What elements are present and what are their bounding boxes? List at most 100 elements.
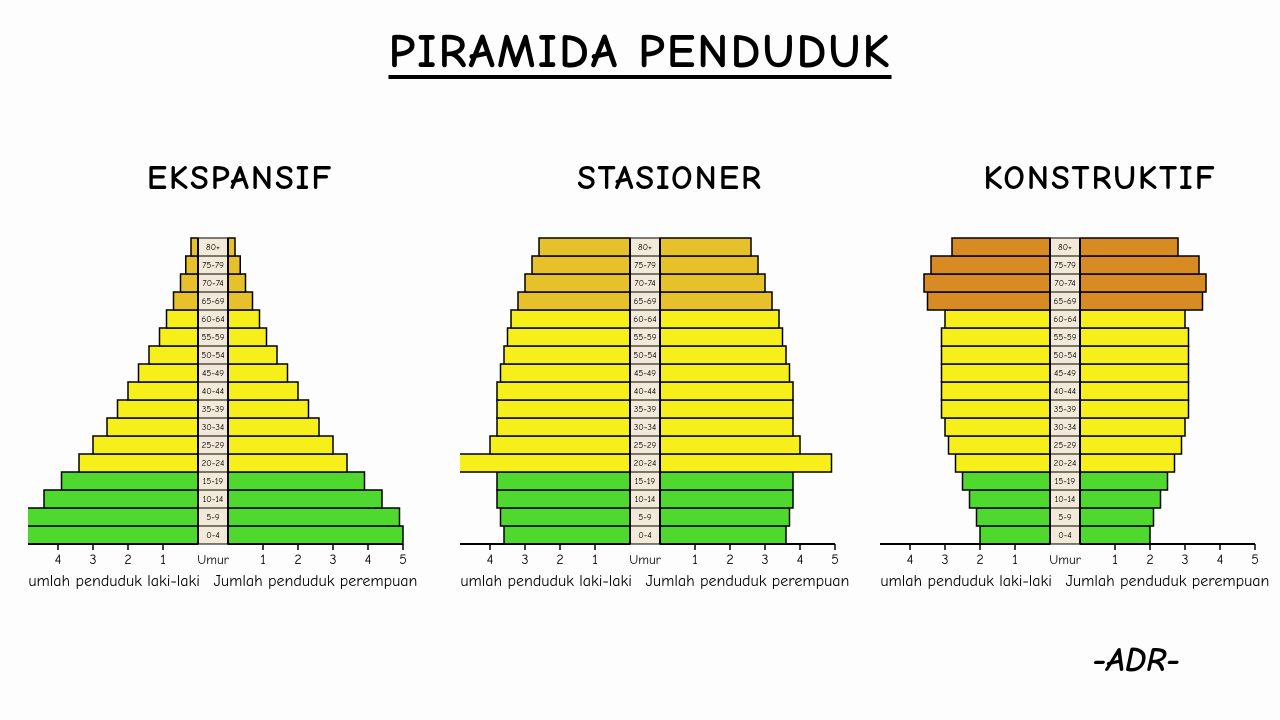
bar-left-10 xyxy=(504,346,630,364)
axis-label-left: Jumlah penduduk laki-laki xyxy=(880,572,1052,590)
bar-left-8 xyxy=(497,382,630,400)
bar-left-3 xyxy=(497,472,630,490)
bar-left-6 xyxy=(497,418,630,436)
bar-left-1 xyxy=(977,508,1051,526)
age-label-9: 45-49 xyxy=(634,369,656,379)
bar-right-10 xyxy=(1080,346,1189,364)
bar-left-0 xyxy=(504,526,630,544)
page-title: PIRAMIDA PENDUDUK xyxy=(0,24,1280,79)
tick-left-2: 2 xyxy=(976,551,983,568)
bar-left-2 xyxy=(44,490,198,508)
axis-center-label: Umur xyxy=(1049,553,1081,568)
pyramid-stasioner: 0-45-910-1415-1920-2425-2930-3435-3940-4… xyxy=(460,218,860,604)
tick-left-4: 4 xyxy=(55,551,62,568)
bar-left-16 xyxy=(952,238,1050,256)
subtitle-ekspansif: EKSPANSIF xyxy=(110,158,370,198)
tick-right-3: 3 xyxy=(761,551,768,568)
age-label-6: 30-34 xyxy=(634,423,657,433)
tick-right-2: 2 xyxy=(294,551,301,568)
bar-left-10 xyxy=(149,346,198,364)
bar-left-2 xyxy=(497,490,630,508)
bar-left-15 xyxy=(532,256,630,274)
age-label-0: 0-4 xyxy=(1058,531,1071,541)
age-label-9: 45-49 xyxy=(1054,369,1076,379)
age-label-12: 60-64 xyxy=(1053,315,1076,325)
tick-left-1: 1 xyxy=(160,551,166,568)
axis-label-left: Jumlah penduduk laki-laki xyxy=(460,572,632,590)
bar-right-6 xyxy=(1080,418,1185,436)
tick-left-2: 2 xyxy=(124,551,131,568)
bar-right-2 xyxy=(660,490,793,508)
bar-right-0 xyxy=(1080,526,1150,544)
bar-right-7 xyxy=(1080,400,1189,418)
age-label-11: 55-59 xyxy=(1053,333,1076,343)
tick-left-2: 2 xyxy=(556,551,563,568)
bar-right-12 xyxy=(1080,310,1185,328)
bar-right-10 xyxy=(228,346,277,364)
age-label-9: 45-49 xyxy=(202,369,224,379)
tick-right-3: 3 xyxy=(329,551,336,568)
age-label-8: 40-44 xyxy=(1054,387,1076,397)
tick-right-4: 4 xyxy=(797,551,804,568)
bar-right-14 xyxy=(1080,274,1206,292)
tick-left-4: 4 xyxy=(487,551,494,568)
bar-left-12 xyxy=(511,310,630,328)
bar-right-13 xyxy=(660,292,772,310)
bar-right-4 xyxy=(228,454,347,472)
bar-right-8 xyxy=(228,382,298,400)
bar-left-11 xyxy=(508,328,631,346)
bar-left-7 xyxy=(118,400,199,418)
bar-right-16 xyxy=(1080,238,1178,256)
bar-right-4 xyxy=(660,454,832,472)
age-label-14: 70-74 xyxy=(1054,279,1075,289)
pyramid-ekspansif: 0-45-910-1415-1920-2425-2930-3435-3940-4… xyxy=(28,218,428,604)
bar-left-7 xyxy=(497,400,630,418)
age-label-13: 65-69 xyxy=(201,297,224,307)
age-label-3: 15-19 xyxy=(1055,477,1076,487)
bar-left-12 xyxy=(945,310,1050,328)
bar-left-3 xyxy=(62,472,199,490)
bar-right-0 xyxy=(660,526,786,544)
bar-right-16 xyxy=(660,238,751,256)
bar-right-3 xyxy=(1080,472,1168,490)
bar-left-13 xyxy=(928,292,1051,310)
bar-left-16 xyxy=(191,238,198,256)
age-label-13: 65-69 xyxy=(1053,297,1076,307)
bar-left-8 xyxy=(128,382,198,400)
bar-left-5 xyxy=(93,436,198,454)
bar-left-5 xyxy=(490,436,630,454)
tick-left-3: 3 xyxy=(521,551,528,568)
bar-left-14 xyxy=(525,274,630,292)
bar-right-6 xyxy=(228,418,319,436)
bar-left-12 xyxy=(167,310,199,328)
age-label-0: 0-4 xyxy=(638,531,651,541)
bar-right-13 xyxy=(228,292,253,310)
tick-right-4: 4 xyxy=(1217,551,1224,568)
axis-center-label: Umur xyxy=(197,553,229,568)
age-label-1: 5-9 xyxy=(206,513,219,523)
bar-left-11 xyxy=(160,328,199,346)
age-label-0: 0-4 xyxy=(206,531,219,541)
bar-left-5 xyxy=(949,436,1051,454)
age-label-2: 10-14 xyxy=(1055,495,1076,505)
bar-left-6 xyxy=(107,418,198,436)
age-label-3: 15-19 xyxy=(203,477,224,487)
tick-left-3: 3 xyxy=(941,551,948,568)
age-label-2: 10-14 xyxy=(203,495,224,505)
bar-left-14 xyxy=(924,274,1050,292)
tick-right-4: 4 xyxy=(365,551,372,568)
bar-left-6 xyxy=(945,418,1050,436)
age-label-6: 30-34 xyxy=(202,423,225,433)
bar-right-8 xyxy=(1080,382,1189,400)
bar-right-2 xyxy=(228,490,382,508)
tick-right-5: 5 xyxy=(1251,551,1259,568)
bar-left-0 xyxy=(980,526,1050,544)
bar-right-8 xyxy=(660,382,793,400)
subtitle-stasioner: STASIONER xyxy=(540,158,800,198)
age-label-8: 40-44 xyxy=(202,387,224,397)
tick-right-3: 3 xyxy=(1181,551,1188,568)
bar-left-14 xyxy=(181,274,199,292)
axis-label-right: Jumlah penduduk perempuan xyxy=(214,572,418,590)
age-label-7: 35-39 xyxy=(202,405,225,415)
age-label-13: 65-69 xyxy=(633,297,656,307)
